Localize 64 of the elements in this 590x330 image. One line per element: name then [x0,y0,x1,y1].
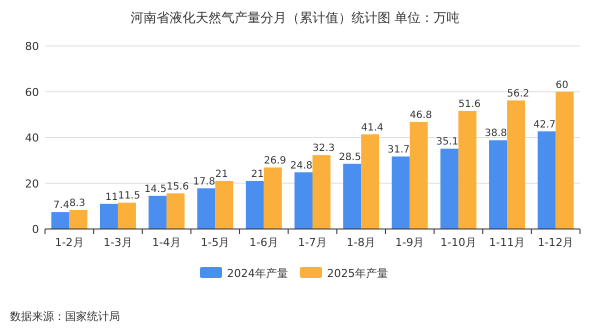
data-label: 21 [215,168,228,180]
x-tick-label: 1-3月 [103,236,132,249]
x-tick-label: 1-10月 [440,236,476,249]
data-label: 7.4 [53,200,70,212]
data-label: 24.8 [290,160,312,172]
bar [410,122,428,229]
bar [538,131,556,229]
data-label: 15.6 [166,181,189,192]
bar [440,148,458,229]
chart-title: 河南省液化天然气产量分月（累计值）统计图 单位：万吨 [130,11,460,26]
data-label: 21 [251,168,264,180]
data-label: 51.6 [458,98,481,110]
y-tick-label: 20 [25,177,39,190]
x-tick-label: 1-4月 [152,236,182,249]
data-label: 8.3 [69,198,86,210]
data-label: 26.9 [264,155,286,166]
data-label: 17.8 [192,176,216,188]
bar [118,202,136,229]
data-label: 60 [556,80,568,91]
data-label: 11.5 [118,190,140,202]
x-tick-label: 1-8月 [346,236,376,249]
y-tick-label: 0 [32,223,39,236]
y-tick-label: 80 [25,40,39,53]
y-tick-label: 40 [25,132,39,144]
data-label: 38.8 [484,128,508,140]
x-tick-label: 1-2月 [54,236,84,249]
bar [51,212,70,229]
bar [215,180,234,229]
bar [69,210,88,229]
x-tick-label: 1-11月 [489,236,526,249]
data-label: 11 [105,192,118,203]
data-label: 46.8 [410,110,432,121]
x-tick-label: 1-5月 [200,236,230,249]
bar [507,100,526,229]
data-label: 31.7 [388,144,410,156]
x-tick-label: 1-6月 [249,236,278,249]
data-label: 41.4 [361,122,384,134]
legend-label: 2025年产量 [327,267,388,280]
data-label: 32.3 [312,143,335,154]
x-tick-label: 1-7月 [298,236,327,249]
x-tick-label: 1-9月 [395,236,424,249]
data-label: 28.5 [338,152,362,163]
data-label: 14.5 [144,184,167,195]
data-label: 42.7 [533,119,556,130]
bar [294,172,312,229]
bar [556,92,574,229]
bar [458,110,476,229]
source-note: 数据来源：国家统计局 [10,310,120,323]
data-label: 56.2 [507,88,530,100]
bar [100,204,118,229]
legend-label: 2024年产量 [227,267,288,280]
bar [392,156,410,229]
bar [246,180,264,229]
bar [166,193,185,229]
bar [264,167,282,229]
bar [312,155,330,229]
data-label: 35.1 [436,136,458,148]
x-tick-label: 1-12月 [538,236,574,249]
bar [361,134,380,229]
bar [343,164,362,229]
y-tick-label: 60 [25,86,39,99]
bar [148,196,167,229]
bar [489,140,508,229]
bar [197,188,216,229]
